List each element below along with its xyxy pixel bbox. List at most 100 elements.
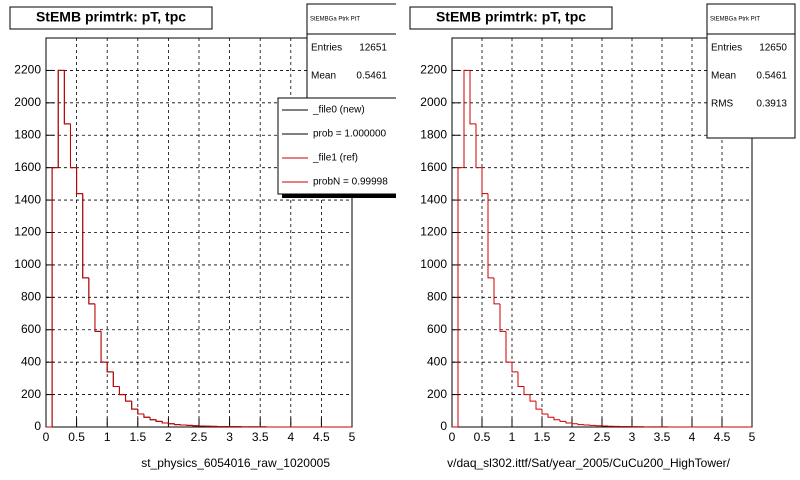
histogram-bin [106, 362, 114, 373]
histogram-bin [529, 394, 536, 402]
x-tick-label: 5 [349, 430, 356, 444]
stats-box [706, 3, 796, 139]
histogram-bin [161, 421, 169, 424]
stats-name: StEMBGa Ptrk PtT [310, 17, 360, 23]
histogram-bin [76, 167, 83, 195]
x-tick-label: 4 [689, 430, 696, 444]
histogram-bin [69, 123, 77, 169]
histogram-bin [137, 409, 144, 415]
chart-title: StEMB primtrk: pT, tpc [436, 9, 586, 25]
y-tick-label: 1600 [14, 160, 41, 174]
histogram-bin [63, 70, 71, 125]
histogram-bin [125, 394, 132, 402]
y-tick-label: 1400 [14, 192, 41, 206]
histogram-bin [457, 167, 464, 427]
title-box [9, 6, 213, 30]
stats-label: Entries [711, 43, 742, 54]
x-tick-label: 0 [43, 430, 50, 444]
y-tick-label: 800 [21, 290, 41, 304]
histogram-bin [571, 422, 578, 425]
histogram-bin [577, 423, 584, 426]
x-tick-label: 3.5 [654, 430, 671, 444]
x-tick-label: 0.5 [474, 430, 491, 444]
histogram-bin [469, 70, 476, 125]
histogram-bin [167, 422, 175, 425]
stats-label: Mean [711, 71, 736, 82]
histogram-bin [174, 423, 181, 426]
legend-box [277, 97, 396, 195]
x-axis-title: st_physics_6054016_raw_1020005 [141, 456, 330, 470]
y-tick-label: 1400 [420, 192, 447, 206]
stats-value: 0.5461 [756, 71, 787, 82]
histogram-bin [112, 371, 120, 387]
y-tick-label: 1600 [420, 160, 447, 174]
panel: StEMB primtrk: pT, tpc 0 200 400 600 800 1000 1… [9, 3, 396, 470]
x-tick-label: 3 [629, 430, 636, 444]
x-tick-label: 4 [287, 430, 294, 444]
y-tick-label: 2200 [420, 63, 447, 77]
histogram-bin [143, 414, 151, 418]
histogram-bin [553, 417, 560, 421]
x-tick-label: 1.5 [534, 430, 551, 444]
histogram-bin [481, 167, 488, 195]
histogram-bin [57, 69, 65, 168]
histogram-bin [559, 419, 566, 422]
stats-label: Entries [311, 43, 342, 54]
legend-label: prob = 1.000000 [313, 129, 387, 140]
histogram-bin [100, 331, 108, 363]
legend-label: _file0 (new) [312, 105, 365, 116]
legend-label: _file1 (ref) [312, 153, 358, 164]
y-tick-label: 600 [21, 322, 41, 336]
y-tick-label: 0 [34, 419, 41, 433]
y-tick-label: 0 [440, 419, 447, 433]
histogram-bin [475, 123, 482, 169]
histogram-bin [487, 193, 494, 279]
x-tick-label: 3.5 [252, 430, 269, 444]
y-tick-label: 600 [427, 322, 447, 336]
y-tick-label: 400 [21, 354, 41, 368]
x-tick-label: 1.5 [129, 430, 146, 444]
y-tick-label: 200 [427, 387, 447, 401]
stats-value: 12650 [759, 43, 787, 54]
y-tick-label: 2000 [420, 95, 447, 109]
stats-value: 0.5461 [356, 71, 387, 82]
chart-title: StEMB primtrk: pT, tpc [36, 9, 186, 25]
y-tick-label: 2000 [14, 95, 41, 109]
y-tick-label: 1200 [14, 225, 41, 239]
y-tick-label: 400 [427, 354, 447, 368]
histogram-bin [51, 167, 59, 427]
histogram-bin [88, 277, 95, 305]
histogram-bin [149, 417, 157, 421]
histogram-bin [511, 362, 518, 373]
title-box [409, 6, 613, 30]
histogram-bin [131, 401, 138, 410]
histogram-bin [565, 421, 572, 424]
y-tick-label: 200 [21, 387, 41, 401]
legend-label: probN = 0.99998 [313, 177, 388, 188]
histogram-bin [82, 193, 89, 279]
histogram-bin [463, 69, 470, 168]
x-tick-label: 0 [449, 430, 456, 444]
stats-value: 0.3913 [756, 99, 787, 110]
y-tick-label: 1800 [14, 127, 41, 141]
panel: StEMB primtrk: pT, tpc 0 200 400 600 800 1000 1… [409, 3, 796, 470]
stats-name: StEMBGa Ptrk PtT [710, 17, 760, 23]
x-tick-label: 4.5 [714, 430, 731, 444]
histogram-bin [517, 371, 524, 387]
x-tick-label: 3 [226, 430, 233, 444]
x-tick-label: 4.5 [313, 430, 330, 444]
histogram-bin [541, 409, 548, 415]
x-tick-label: 2.5 [191, 430, 208, 444]
y-tick-label: 2200 [14, 63, 41, 77]
y-tick-label: 1000 [420, 257, 447, 271]
x-tick-label: 1 [509, 430, 516, 444]
y-tick-label: 1800 [420, 127, 447, 141]
histogram-bin [94, 303, 102, 332]
histogram-bin [535, 401, 542, 410]
y-tick-label: 1200 [420, 225, 447, 239]
histogram-bin [523, 386, 530, 396]
y-tick-label: 800 [427, 290, 447, 304]
y-tick-label: 1000 [14, 257, 41, 271]
x-tick-label: 5 [749, 430, 756, 444]
